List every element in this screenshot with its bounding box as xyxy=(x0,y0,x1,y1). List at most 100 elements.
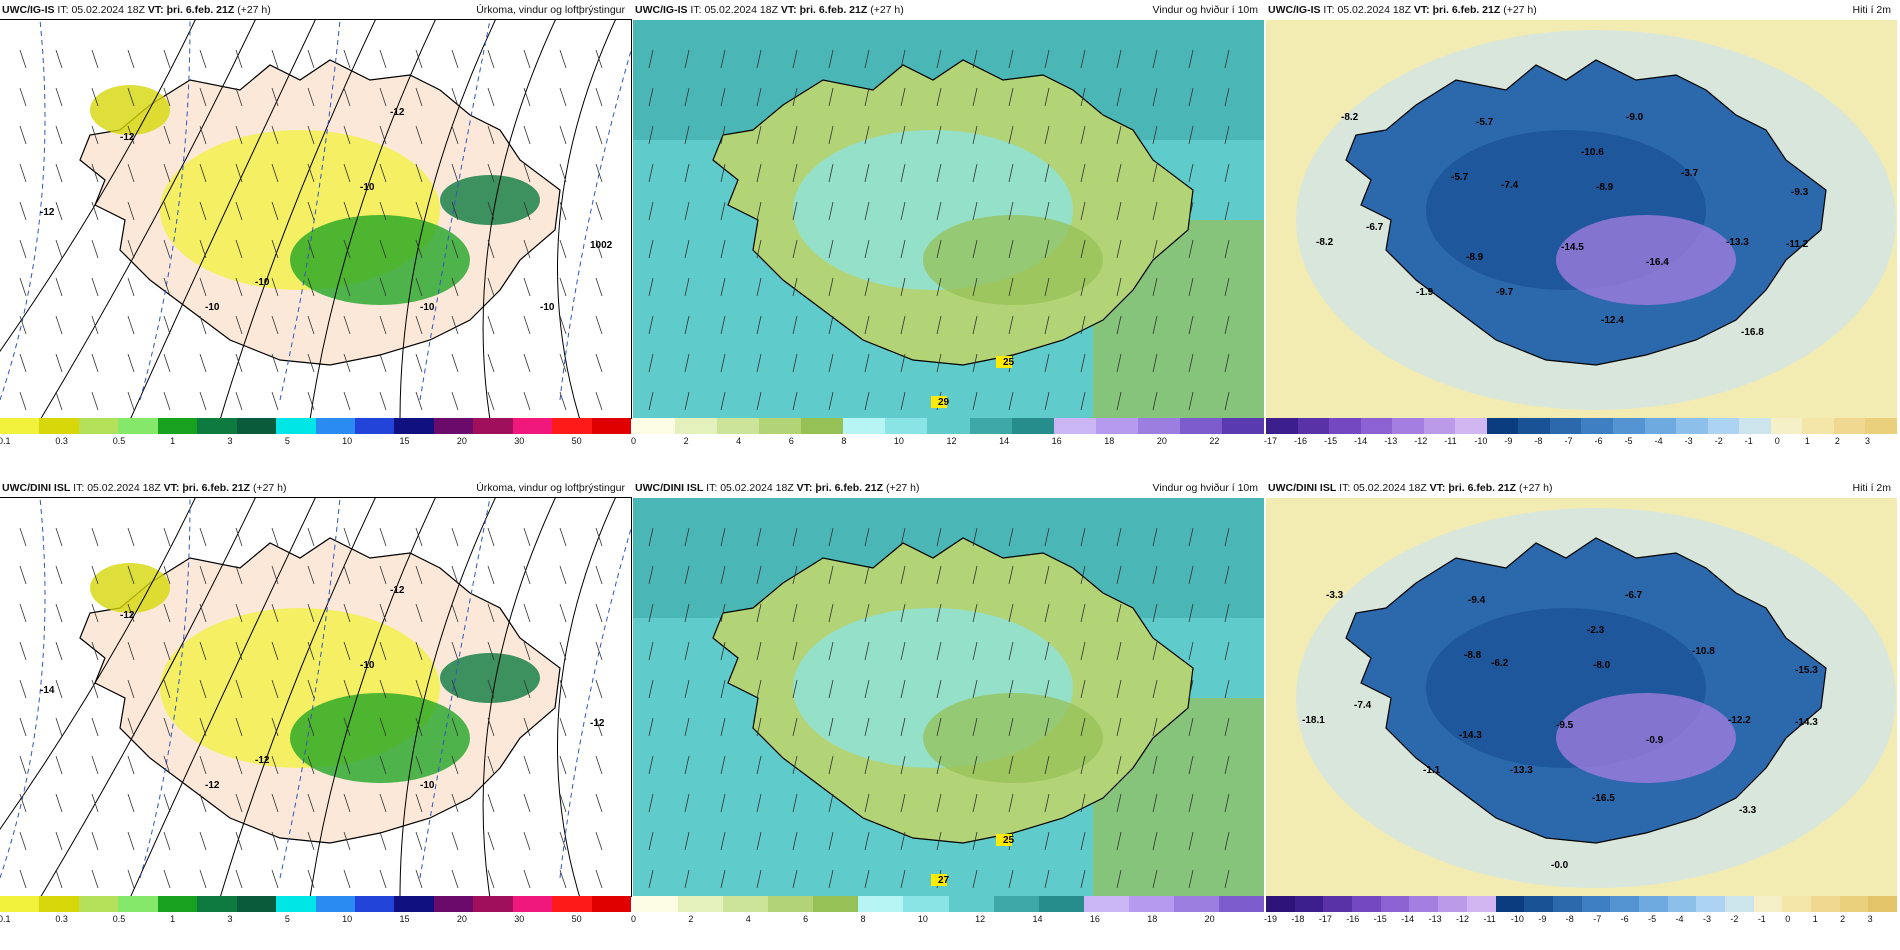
isoline-label: -10 xyxy=(255,277,270,288)
colorbar-tick-label: 0 xyxy=(1785,914,1791,924)
temperature-label: -5.7 xyxy=(1451,172,1469,183)
map-area[interactable]: 25 29 xyxy=(633,20,1264,418)
temperature-label: -9.7 xyxy=(1496,287,1514,298)
colorbar-swatch xyxy=(1219,896,1265,912)
colorbar-swatch xyxy=(1581,896,1611,912)
colorbar-swatch xyxy=(1865,418,1897,434)
colorbar-tick-label: 50 xyxy=(571,436,582,446)
colorbar-swatch xyxy=(903,896,949,912)
colorbar-swatch xyxy=(1613,418,1645,434)
colorbar-tick-label: 12 xyxy=(946,436,957,446)
colorbar-tick-label: -9 xyxy=(1538,914,1547,924)
colorbar-swatch xyxy=(759,418,802,434)
map-area[interactable]: 25 27 xyxy=(633,498,1264,896)
colorbar-swatch xyxy=(394,896,434,912)
colorbar-swatch xyxy=(717,418,760,434)
temperature-label: -10.6 xyxy=(1581,147,1604,158)
colorbar xyxy=(633,896,1265,912)
colorbar-swatch xyxy=(78,418,119,434)
colorbar-swatch xyxy=(1011,418,1054,434)
colorbar-swatch xyxy=(1610,896,1639,912)
colorbar-swatch xyxy=(1455,418,1487,434)
temperature-label: -16.4 xyxy=(1646,257,1669,268)
temperature-label: -8.2 xyxy=(1341,112,1359,123)
lead: (+27 h) xyxy=(1503,4,1537,16)
colorbar-tick-label: 20 xyxy=(456,436,467,446)
colorbar-tick-label: 0 xyxy=(631,914,637,924)
panel-header: UWC/DINI ISL IT: 05.02.2024 18Z VT: þri.… xyxy=(1266,478,1897,498)
vt-label: VT: xyxy=(780,4,797,16)
colorbar-swatch xyxy=(433,418,474,434)
colorbar-swatch xyxy=(512,896,553,912)
colorbar xyxy=(0,896,631,912)
run-info: UWC/IG-IS IT: 05.02.2024 18Z VT: þri. 6.… xyxy=(635,0,904,20)
colorbar-tick-label: 10 xyxy=(917,914,928,924)
it-label: IT: xyxy=(57,4,69,16)
colorbar-swatch xyxy=(1095,418,1138,434)
map-area[interactable]: -12 -12 -10 -10 -10 -10 -12 1002 -10 xyxy=(0,19,632,419)
map-panel-precip: UWC/DINI ISL IT: 05.02.2024 18Z VT: þri.… xyxy=(0,478,632,932)
colorbar-ticks: 0.1 0.3 0.5 1 3 5 10 15 20 30 50 xyxy=(0,914,631,928)
map-canvas: 25 27 xyxy=(633,498,1264,896)
colorbar-swatch xyxy=(1581,418,1614,434)
lead: (+27 h) xyxy=(885,482,920,494)
colorbar-swatch xyxy=(1868,896,1898,912)
temperature-label: -16.8 xyxy=(1741,327,1764,338)
colorbar-tick-label: 3 xyxy=(227,914,233,924)
colorbar-swatch xyxy=(1083,896,1129,912)
map-area[interactable]: -12 -14 -12 -12 -10 -10 -12 -12 xyxy=(0,497,632,897)
temperature-label: -3.7 xyxy=(1681,168,1699,179)
colorbar-swatch xyxy=(858,896,904,912)
colorbar-swatch xyxy=(1352,896,1381,912)
colorbar-tick-label: -3 xyxy=(1684,436,1693,446)
colorbar-swatch xyxy=(354,418,395,434)
colorbar-tick-label: -15 xyxy=(1373,914,1387,924)
it: 05.02.2024 18Z xyxy=(1353,482,1427,494)
vt: þri. 6.feb. 21Z xyxy=(182,482,251,494)
colorbar-tick-label: 20 xyxy=(1156,436,1167,446)
colorbar-swatch xyxy=(948,896,994,912)
temperature-label: -12.4 xyxy=(1601,315,1624,326)
colorbar-tick-label: -17 xyxy=(1264,436,1278,446)
isoline-label: -12 xyxy=(255,755,270,766)
colorbar xyxy=(0,418,631,434)
map-canvas: -8.2 -5.7 -9.0 -10.6 -5.7 -7.4 -8.9 -9.3 -3.7 -6.… xyxy=(1266,20,1897,418)
vt: þri. 6.feb. 21Z xyxy=(815,482,884,494)
map-canvas: -12 -12 -10 -10 -10 -10 -12 1002 -10 xyxy=(0,20,631,418)
colorbar-tick-label: -8 xyxy=(1565,914,1574,924)
colorbar-swatch xyxy=(591,896,631,912)
map-area[interactable]: -8.2 -5.7 -9.0 -10.6 -5.7 -7.4 -8.9 -9.3 -3.7 -6.… xyxy=(1266,20,1897,418)
colorbar-tick-label: -6 xyxy=(1594,436,1603,446)
colorbar-tick-label: 16 xyxy=(1051,436,1062,446)
colorbar-tick-label: 15 xyxy=(399,914,410,924)
map-area[interactable]: -3.3 -9.4 -6.7 -2.3 -8.8 -6.2 -8.0 -15.3 -10.8 -7… xyxy=(1266,498,1897,896)
gust-marker xyxy=(996,356,1012,368)
colorbar-tick-label: 1 xyxy=(1804,436,1810,446)
temperature-label: -9.3 xyxy=(1791,187,1809,198)
temperature-label: -8.9 xyxy=(1466,252,1484,263)
colorbar-swatch xyxy=(1707,418,1740,434)
colorbar-swatch xyxy=(591,418,631,434)
colorbar-swatch xyxy=(1676,418,1708,434)
panel-header: UWC/DINI ISL IT: 05.02.2024 18Z VT: þri.… xyxy=(633,478,1264,498)
gust-label: 25 xyxy=(1003,357,1015,368)
colorbar-swatch xyxy=(433,896,474,912)
colorbar xyxy=(1266,896,1898,912)
colorbar-tick-label: 0.5 xyxy=(112,914,126,924)
colorbar-tick-label: -2 xyxy=(1714,436,1723,446)
colorbar-swatch xyxy=(118,896,158,912)
isoline-label: 1002 xyxy=(590,240,613,251)
colorbar-swatch xyxy=(1486,418,1519,434)
colorbar-swatch xyxy=(801,418,844,434)
colorbar-tick-label: -19 xyxy=(1264,914,1278,924)
colorbar-swatch xyxy=(969,418,1012,434)
temperature-label: -1.1 xyxy=(1423,765,1441,776)
isoline-label: -12 xyxy=(390,585,405,596)
colorbar-swatch xyxy=(1524,896,1553,912)
colorbar-tick-label: 0.5 xyxy=(112,436,126,446)
colorbar-swatch xyxy=(1552,896,1582,912)
colorbar-swatch xyxy=(1294,896,1324,912)
colorbar-tick-label: 1 xyxy=(170,914,176,924)
colorbar-swatch xyxy=(1811,896,1840,912)
colorbar-swatch xyxy=(1038,896,1084,912)
